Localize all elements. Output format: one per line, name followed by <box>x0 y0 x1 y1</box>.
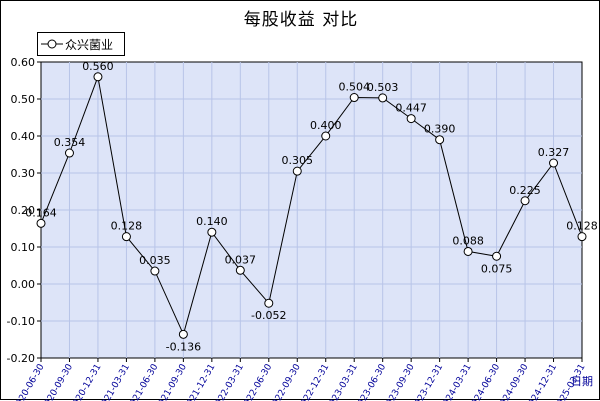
y-tick-label: 0.40 <box>11 130 36 143</box>
data-point <box>322 132 330 140</box>
data-label: 0.327 <box>538 146 570 159</box>
y-tick-label: -0.10 <box>7 315 35 328</box>
data-point <box>208 228 216 236</box>
data-label: 0.447 <box>395 102 427 115</box>
data-point <box>265 299 273 307</box>
data-label: -0.052 <box>251 309 286 322</box>
data-point <box>407 115 415 123</box>
data-point <box>236 266 244 274</box>
data-point <box>493 252 501 260</box>
data-point <box>179 330 187 338</box>
data-label: 0.164 <box>25 206 57 219</box>
data-label: -0.136 <box>166 340 201 353</box>
data-label: 0.225 <box>509 184 541 197</box>
data-label: 0.035 <box>139 254 171 267</box>
legend: 众兴菌业 <box>37 32 125 56</box>
data-label: 0.504 <box>338 81 370 94</box>
data-label: 0.140 <box>196 215 228 228</box>
data-point <box>436 136 444 144</box>
data-point <box>379 94 387 102</box>
data-label: 0.128 <box>111 220 143 233</box>
data-label: 0.503 <box>367 81 399 94</box>
data-label: 0.560 <box>82 60 114 73</box>
data-label: 0.088 <box>452 234 484 247</box>
data-point <box>350 94 358 102</box>
data-label: 0.075 <box>481 262 513 275</box>
y-tick-label: 0.60 <box>11 56 36 69</box>
y-tick-label: 0.10 <box>11 241 36 254</box>
data-point <box>94 73 102 81</box>
data-label: 0.354 <box>54 136 86 149</box>
data-point <box>521 197 529 205</box>
x-axis-end-label: 日期 <box>571 373 593 389</box>
data-label: 0.037 <box>225 253 257 266</box>
x-tick-label: 2020-06-30 <box>12 362 47 401</box>
data-point <box>151 267 159 275</box>
legend-marker-icon <box>41 36 63 52</box>
data-label: 0.128 <box>566 220 598 233</box>
data-point <box>65 149 73 157</box>
data-point <box>578 233 586 241</box>
data-label: 0.390 <box>424 123 456 136</box>
data-point <box>122 233 130 241</box>
y-tick-label: 0.50 <box>11 93 36 106</box>
legend-label: 众兴菌业 <box>65 36 113 53</box>
y-tick-label: 0.00 <box>11 278 36 291</box>
data-point <box>464 247 472 255</box>
data-label: 0.400 <box>310 119 342 132</box>
y-tick-label: -0.20 <box>7 352 35 365</box>
data-point <box>550 159 558 167</box>
data-point <box>293 167 301 175</box>
data-point <box>37 219 45 227</box>
y-tick-label: 0.30 <box>11 167 36 180</box>
data-label: 0.305 <box>282 154 314 167</box>
